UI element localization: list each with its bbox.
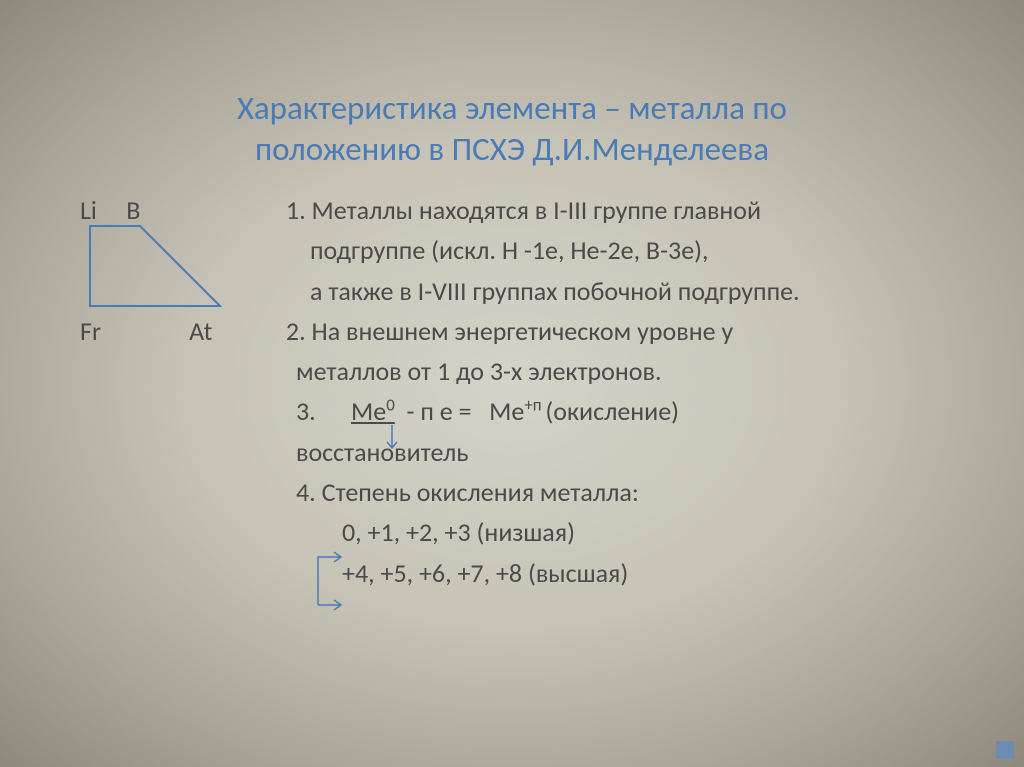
text-8: 4. Степень окисления металла: <box>296 476 639 508</box>
line-6: 3. Me0 - п е = Ме+п (окисление) <box>80 391 960 431</box>
text-9: 0, +1, +2, +3 (низшая) <box>342 516 575 548</box>
slide-title: Характеристика элемента – металла по пол… <box>100 88 924 171</box>
line-2: подгруппе (искл. Н -1е, Не-2е, В-3е), <box>80 230 960 270</box>
text-6-sup0: 0 <box>386 395 395 416</box>
text-2: подгруппе (искл. Н -1е, Не-2е, В-3е), <box>310 234 709 266</box>
title-line-1: Характеристика элемента – металла по <box>237 88 787 128</box>
line-1: Li B 1. Металлы находятся в I-III группе… <box>80 190 960 230</box>
line-3: а также в I-VIII группах побочной подгру… <box>80 271 960 311</box>
text-6-me: Me <box>351 395 386 427</box>
text-10: +4, +5, +6, +7, +8 (высшая) <box>342 557 628 589</box>
line-5: металлов от 1 до 3-х электронов. <box>80 351 960 391</box>
line-9: 0, +1, +2, +3 (низшая) <box>80 512 960 552</box>
line-10: +4, +5, +6, +7, +8 (высшая) <box>80 553 960 593</box>
text-6b: - п е = Ме <box>395 395 525 427</box>
slide: Характеристика элемента – металла по пол… <box>0 0 1024 767</box>
slide-content: Li B 1. Металлы находятся в I-III группе… <box>80 190 960 593</box>
line-4: Fr At 2. На внешнем энергетическом уровн… <box>80 311 960 351</box>
title-line-2: положению в ПСХЭ Д.И.Менделеева <box>255 129 769 169</box>
text-6c: (окисление) <box>545 395 679 427</box>
slide-corner-icon <box>996 741 1014 759</box>
text-6a: 3. <box>296 395 351 427</box>
text-3: а также в I-VIII группах побочной подгру… <box>310 275 800 307</box>
text-7: восстановитель <box>296 436 468 468</box>
triangle-bottom-labels: Fr At <box>80 311 280 351</box>
text-6-supn: +п <box>524 395 545 416</box>
line-8: 4. Степень окисления металла: <box>80 472 960 512</box>
text-4: 2. На внешнем энергетическом уровне у <box>286 311 936 351</box>
text-1: 1. Металлы находятся в I-III группе глав… <box>286 190 936 230</box>
triangle-top-labels: Li B <box>80 190 280 230</box>
text-5: металлов от 1 до 3-х электронов. <box>296 355 662 387</box>
line-7: восстановитель <box>80 432 960 472</box>
